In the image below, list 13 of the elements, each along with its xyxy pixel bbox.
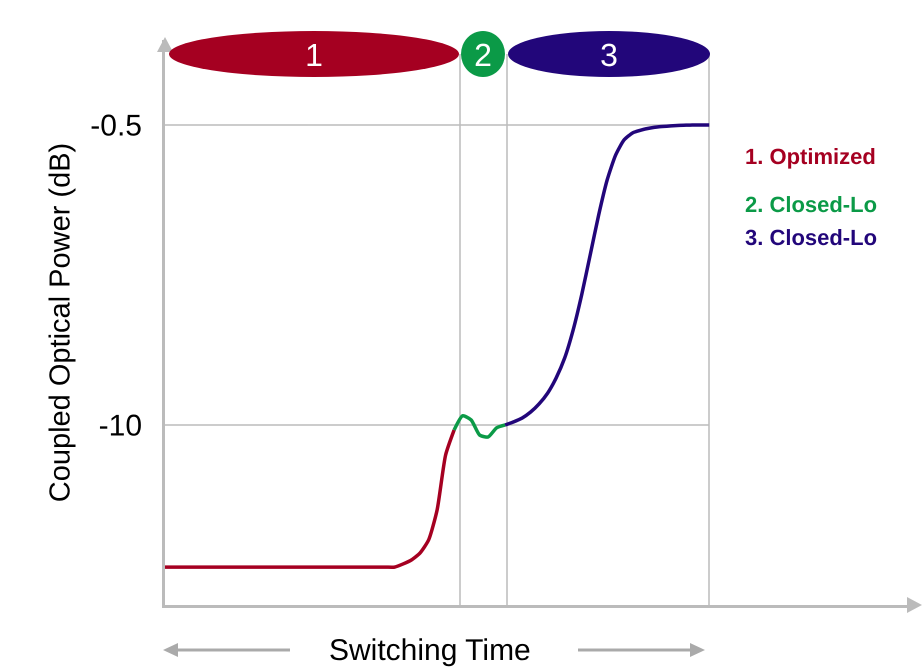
y-tick-label: -10 bbox=[98, 409, 142, 442]
line-series bbox=[452, 414, 507, 439]
line-series bbox=[165, 428, 456, 569]
text: 3. Closed-Lo bbox=[745, 225, 878, 250]
annotation: 2 bbox=[474, 37, 492, 73]
y-tick-label: -0.5 bbox=[90, 109, 142, 142]
y-axis-title: Coupled Optical Power (dB) bbox=[44, 142, 77, 502]
text: 1. Optimized bbox=[745, 144, 876, 169]
annotation: 3 bbox=[600, 37, 618, 73]
x-axis-title: Switching Time bbox=[329, 634, 531, 667]
annotation: 1 bbox=[305, 37, 323, 73]
text: 2. Closed-Lo bbox=[745, 192, 878, 217]
line-series bbox=[503, 123, 711, 427]
